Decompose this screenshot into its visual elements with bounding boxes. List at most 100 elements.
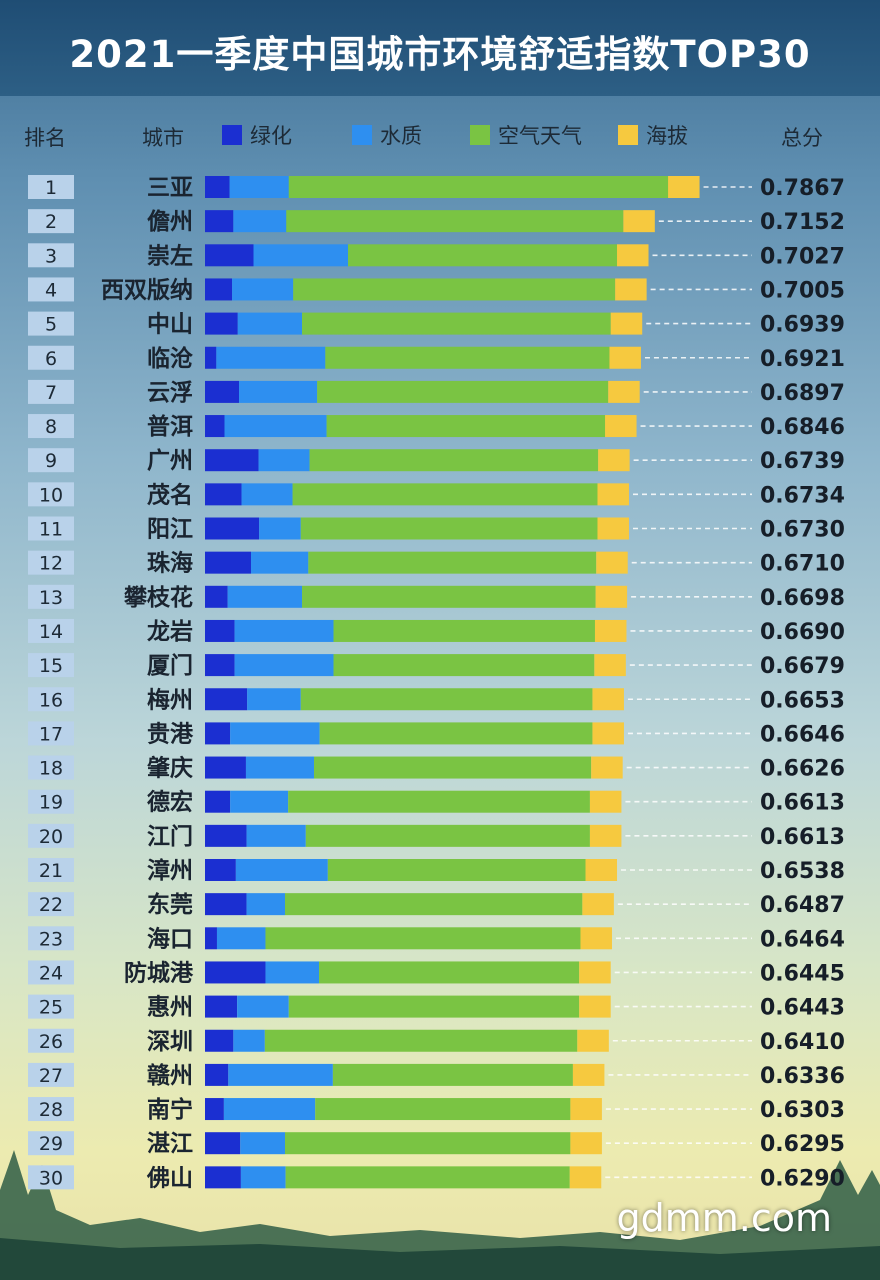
rank-label: 13 (39, 587, 63, 609)
rank-badge (28, 994, 74, 1019)
rank-label: 20 (39, 826, 63, 848)
total-score-label: 0.6646 (760, 722, 845, 747)
rank-badge (28, 516, 74, 541)
bar-row: 26 深圳 0.6410 (28, 1028, 845, 1055)
bar-segment-greening (205, 517, 260, 540)
bar-segment-water (237, 995, 289, 1018)
rank-label: 11 (39, 519, 63, 541)
bar-row: 19 德宏 0.6613 (28, 789, 845, 816)
rank-badge (28, 721, 74, 746)
total-score-label: 0.6613 (760, 791, 845, 816)
rank-label: 9 (45, 450, 57, 472)
rank-label: 3 (45, 245, 57, 267)
rank-badge (28, 1062, 74, 1087)
rank-badge (28, 687, 74, 712)
bar-segment-greening (205, 688, 248, 711)
bar-segment-air-weather (300, 688, 593, 711)
city-label: 东莞 (147, 891, 193, 918)
city-label: 防城港 (124, 959, 194, 986)
rank-column-header: 排名 (24, 126, 66, 150)
rank-label: 25 (39, 997, 63, 1019)
bar-row: 7 云浮 0.6897 (28, 379, 845, 406)
bar-segment-greening (205, 312, 238, 335)
bar-segment-water (234, 654, 334, 677)
bar-segment-water (216, 346, 326, 369)
bar-row: 21 漳州 0.6538 (28, 857, 845, 884)
watermark: gdmm.com (616, 1196, 832, 1240)
rank-label: 28 (39, 1099, 63, 1121)
bar-row: 22 东莞 0.6487 (28, 891, 845, 918)
rank-badge (28, 892, 74, 917)
total-score-label: 0.7867 (760, 176, 845, 201)
bar-segment-altitude (585, 859, 618, 881)
bar-segment-air-weather (285, 1166, 570, 1189)
rank-badge (28, 550, 74, 575)
total-score-label: 0.6690 (760, 620, 845, 645)
rank-label: 22 (39, 894, 63, 916)
bar-row: 23 海口 0.6464 (28, 925, 845, 952)
city-label: 湛江 (147, 1130, 193, 1157)
bar-segment-altitude (589, 790, 622, 813)
bar-segment-altitude (569, 1166, 602, 1189)
city-label: 广州 (147, 447, 193, 474)
bar-segment-water (233, 210, 287, 233)
bar-segment-greening (205, 995, 238, 1018)
bar-row: 8 普洱 0.6846 (28, 413, 845, 440)
bar-segment-greening (205, 380, 240, 403)
bar-segment-air-weather (285, 1132, 571, 1155)
rank-badge (28, 311, 74, 336)
total-score-label: 0.6538 (760, 859, 845, 884)
legend-label-greening: 绿化 (250, 124, 292, 148)
bar-segment-water (259, 517, 301, 540)
bar-segment-altitude (594, 619, 627, 642)
bar-segment-air-weather (319, 961, 580, 984)
bar-segment-altitude (595, 585, 628, 608)
rank-label: 8 (45, 416, 57, 438)
bar-segment-water (224, 415, 327, 438)
bar-segment-greening (205, 415, 225, 438)
bar-segment-altitude (615, 278, 647, 301)
bar-segment-greening (205, 1063, 229, 1086)
bar-segment-air-weather (326, 415, 606, 438)
bar-row: 1 三亚 0.7867 (28, 175, 845, 201)
bar-segment-air-weather (308, 551, 597, 574)
bar-segment-air-weather (348, 244, 618, 267)
rank-badge (28, 379, 74, 404)
bar-segment-altitude (591, 756, 623, 779)
total-score-label: 0.6734 (760, 483, 845, 508)
bar-segment-water (258, 449, 310, 472)
bar-segment-water (230, 722, 320, 745)
rank-badge (28, 345, 74, 370)
legend-swatch-greening (222, 125, 242, 145)
legend-label-altitude: 海拔 (646, 124, 688, 148)
city-label: 贵港 (147, 721, 194, 747)
rank-badge (28, 1097, 74, 1122)
rank-label: 15 (39, 655, 63, 677)
rank-label: 6 (45, 348, 57, 370)
bar-segment-greening (205, 756, 246, 779)
rank-badge (28, 1028, 74, 1053)
legend-item-altitude: 海拔 (618, 122, 688, 148)
bar-row: 20 江门 0.6613 (28, 823, 845, 850)
legend-swatch-water (352, 125, 372, 145)
total-score-label: 0.7027 (760, 244, 845, 269)
rank-label: 29 (39, 1133, 63, 1155)
bar-segment-altitude (592, 722, 624, 745)
bar-segment-water (234, 619, 334, 642)
bar-segment-altitude (579, 961, 611, 984)
rank-badge (28, 414, 74, 439)
bar-segment-air-weather (319, 722, 593, 745)
bar-row: 18 肇庆 0.6626 (28, 755, 845, 782)
city-label: 龙岩 (147, 619, 193, 645)
bar-segment-air-weather (332, 1063, 573, 1086)
rank-label: 12 (39, 553, 63, 575)
total-score-label: 0.6939 (760, 313, 845, 338)
total-score-label: 0.6303 (760, 1098, 845, 1123)
city-label: 江门 (147, 823, 193, 850)
bar-segment-air-weather (305, 824, 590, 847)
total-score-label: 0.6897 (760, 381, 845, 406)
rank-badge (28, 755, 74, 780)
legend-item-air-weather: 空气天气 (470, 122, 582, 148)
